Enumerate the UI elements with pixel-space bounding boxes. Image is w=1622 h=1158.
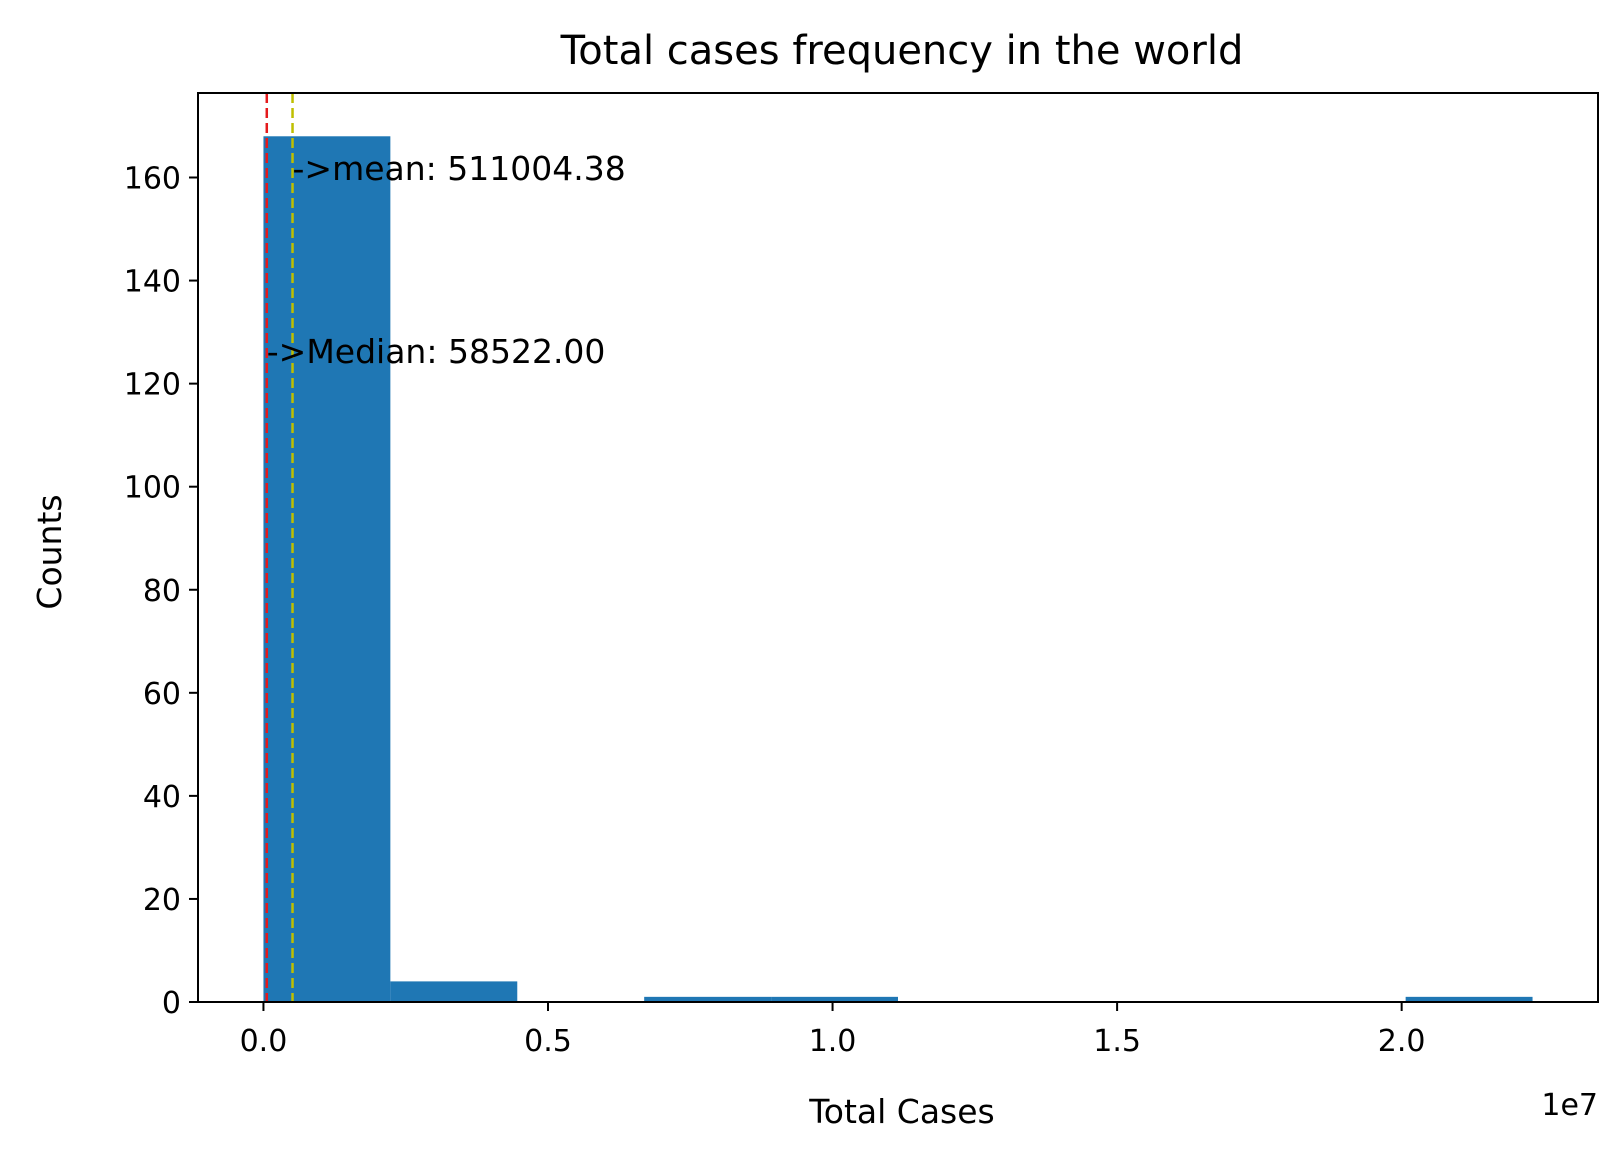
- y-tick-label-3: 60: [143, 677, 181, 712]
- plot-frame: [197, 92, 1599, 1003]
- y-axis-label: Counts: [30, 494, 69, 609]
- y-tick-label-0: 0: [162, 986, 181, 1021]
- y-tick-label-8: 160: [124, 162, 181, 197]
- histogram-bar-4: [771, 996, 898, 1002]
- histogram-bar-3: [644, 996, 772, 1002]
- x-tick-label-3: 1.5: [1093, 1024, 1141, 1059]
- y-tick-label-2: 40: [143, 780, 181, 815]
- x-tick-label-4: 2.0: [1378, 1024, 1426, 1059]
- annotations-group: ->Median: 58522.00 ->mean: 511004.38: [267, 149, 626, 371]
- histogram-bar-9: [1405, 996, 1533, 1002]
- chart-title: Total cases frequency in the world: [560, 28, 1244, 74]
- x-axis-label: Total Cases: [808, 1092, 995, 1131]
- x-tick-label-2: 1.0: [809, 1024, 857, 1059]
- mean-annotation: ->mean: 511004.38: [293, 149, 626, 188]
- x-tick-label-0: 0.0: [240, 1024, 288, 1059]
- y-tick-label-1: 20: [143, 883, 181, 918]
- y-tick-label-5: 100: [124, 471, 181, 506]
- x-axis-offset-label: 1e7: [1541, 1088, 1598, 1123]
- y-axis-ticks: 0 20 40 60 80 100 120 140 160: [124, 162, 198, 1021]
- x-tick-label-1: 0.5: [524, 1024, 572, 1059]
- x-axis-ticks: 0.0 0.5 1.0 1.5 2.0: [240, 1002, 1426, 1059]
- y-tick-label-6: 120: [124, 368, 181, 403]
- y-tick-label-4: 80: [143, 574, 181, 609]
- y-tick-label-7: 140: [124, 265, 181, 300]
- median-annotation: ->Median: 58522.00: [267, 332, 606, 371]
- bars-group: [263, 136, 1533, 1003]
- histogram-bar-0: [263, 136, 391, 1003]
- histogram-bar-1: [390, 981, 518, 1002]
- reference-lines-group: [265, 93, 294, 1002]
